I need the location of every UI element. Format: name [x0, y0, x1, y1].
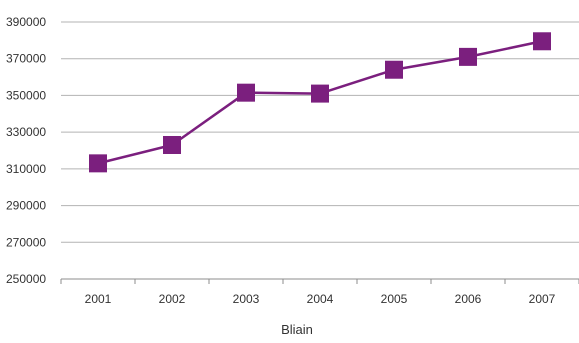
data-point-marker: [385, 60, 403, 79]
data-point-marker: [533, 32, 551, 51]
data-point-marker: [459, 47, 477, 66]
y-tick-label: 310000: [6, 162, 46, 176]
y-tick-label: 330000: [6, 125, 46, 139]
x-tick-label: 2002: [159, 292, 186, 306]
series: [89, 32, 551, 173]
data-point-marker: [89, 154, 107, 173]
x-tick-label: 2003: [233, 292, 260, 306]
y-tick-label: 250000: [6, 272, 46, 286]
x-tick-labels: 2001 2002 2003 2004 2005 2006 2007: [85, 292, 556, 306]
gridlines: [61, 21, 579, 243]
y-tick-label: 390000: [6, 15, 46, 29]
axes: [60, 278, 579, 284]
x-tick-label: 2004: [307, 292, 334, 306]
y-tick-label: 290000: [6, 199, 46, 213]
y-tick-labels: 250000 270000 290000 310000 330000 350000 3700…: [6, 15, 46, 286]
x-axis-title: Bliain: [281, 322, 313, 337]
y-tick-label: 370000: [6, 52, 46, 66]
x-tick-label: 2001: [85, 292, 112, 306]
data-point-marker: [311, 84, 329, 103]
x-tick-label: 2005: [381, 292, 408, 306]
y-tick-label: 350000: [6, 88, 46, 102]
y-tick-label: 270000: [6, 235, 46, 249]
x-tick-label: 2006: [455, 292, 482, 306]
data-point-marker: [163, 135, 181, 154]
data-point-marker: [237, 83, 255, 102]
x-tick-label: 2007: [529, 292, 556, 306]
